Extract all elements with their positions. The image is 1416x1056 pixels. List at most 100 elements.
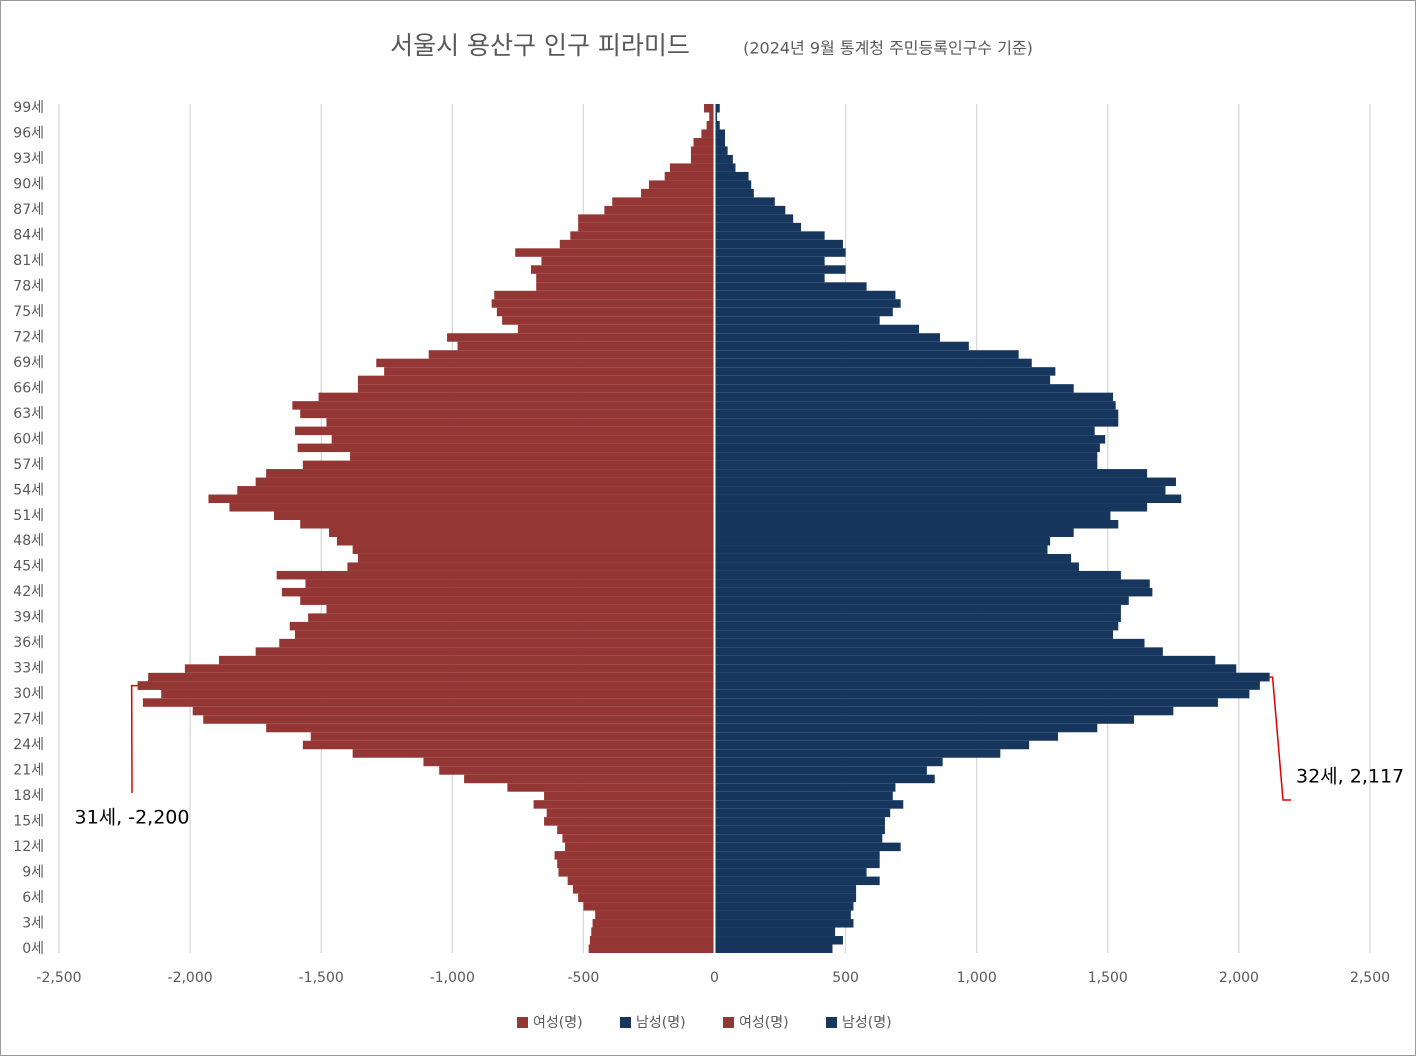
bar [208, 494, 714, 504]
bar [715, 290, 896, 300]
y-tick-label: 27세 [13, 712, 44, 728]
bar [709, 112, 714, 121]
bar [715, 435, 1106, 444]
bar [715, 621, 1119, 631]
bar [439, 766, 714, 775]
bar [266, 723, 714, 733]
bar [715, 205, 786, 215]
bar [515, 248, 714, 257]
x-tick-label: 0 [710, 970, 719, 986]
bar [266, 469, 714, 478]
bar [715, 137, 725, 147]
bar [715, 409, 1119, 419]
legend-label: 여성(명) [533, 1015, 583, 1031]
bar [715, 791, 893, 801]
bar [690, 146, 714, 155]
y-tick-label: 48세 [13, 533, 44, 549]
bar [715, 927, 836, 937]
bar [357, 553, 714, 563]
bar [447, 333, 714, 342]
bar [572, 885, 714, 894]
bar [589, 936, 714, 945]
bar [715, 825, 885, 835]
bar [184, 664, 714, 673]
bar [715, 197, 775, 206]
bar [203, 715, 714, 724]
bar [715, 120, 720, 130]
bar [715, 299, 901, 308]
bar [715, 579, 1150, 588]
bar [329, 528, 714, 537]
x-tick-label: 2,000 [1219, 970, 1259, 986]
bar [536, 282, 714, 291]
bar [142, 698, 714, 707]
bar [715, 392, 1114, 402]
bar [715, 104, 720, 113]
bar [326, 604, 714, 614]
y-tick-label: 78세 [13, 279, 44, 295]
annotation: 31세, -2,200 [75, 807, 190, 829]
bar [276, 570, 714, 580]
bar [464, 774, 714, 784]
bar [715, 562, 1079, 571]
bar [494, 290, 714, 300]
bar [715, 851, 880, 860]
bar [715, 723, 1098, 733]
bar [533, 800, 714, 809]
bar [496, 307, 714, 317]
bar [715, 358, 1032, 368]
legend-label: 여성(명) [739, 1015, 789, 1031]
bar [715, 180, 752, 189]
bar [336, 536, 714, 546]
bar [347, 562, 714, 571]
bar [664, 171, 714, 181]
bar [715, 817, 885, 826]
bar [715, 808, 891, 818]
legend-label: 남성(명) [636, 1015, 686, 1031]
y-tick-label: 45세 [13, 559, 44, 575]
bar [612, 197, 714, 206]
bar [292, 401, 714, 410]
x-tick-label: 500 [832, 970, 859, 986]
bar [218, 655, 714, 665]
bar [294, 426, 714, 436]
y-tick-label: 84세 [13, 228, 44, 244]
bar [715, 766, 927, 775]
y-tick-label: 9세 [22, 864, 44, 880]
bar [715, 570, 1121, 580]
bar [507, 783, 714, 792]
bar [255, 477, 714, 487]
y-tick-label: 33세 [13, 661, 44, 677]
bar [693, 137, 714, 147]
bar [715, 282, 867, 291]
bar [715, 265, 846, 274]
bar [715, 486, 1166, 495]
bar [715, 842, 901, 852]
bar [578, 214, 714, 223]
x-tick-label: 1,500 [1088, 970, 1128, 986]
x-tick-label: -500 [568, 970, 600, 986]
bar [715, 248, 846, 257]
bar [274, 511, 714, 521]
y-tick-label: 0세 [22, 941, 44, 957]
bar [715, 834, 883, 843]
bar [502, 316, 714, 325]
bar [715, 324, 920, 334]
bar [558, 868, 714, 877]
chart-title: 서울시 용산구 인구 피라미드 [390, 31, 690, 60]
bar [715, 715, 1135, 724]
bar [715, 910, 851, 920]
y-tick-label: 60세 [13, 431, 44, 447]
bar [595, 910, 714, 920]
bar [570, 231, 714, 240]
y-tick-label: 81세 [13, 253, 44, 269]
bar [255, 647, 714, 656]
y-tick-label: 51세 [13, 508, 44, 524]
bar [384, 367, 714, 376]
y-tick-label: 54세 [13, 482, 44, 498]
bar [715, 511, 1111, 521]
bar [715, 655, 1216, 665]
bar [715, 740, 1030, 750]
bar [559, 239, 714, 249]
y-tick-label: 30세 [13, 686, 44, 702]
